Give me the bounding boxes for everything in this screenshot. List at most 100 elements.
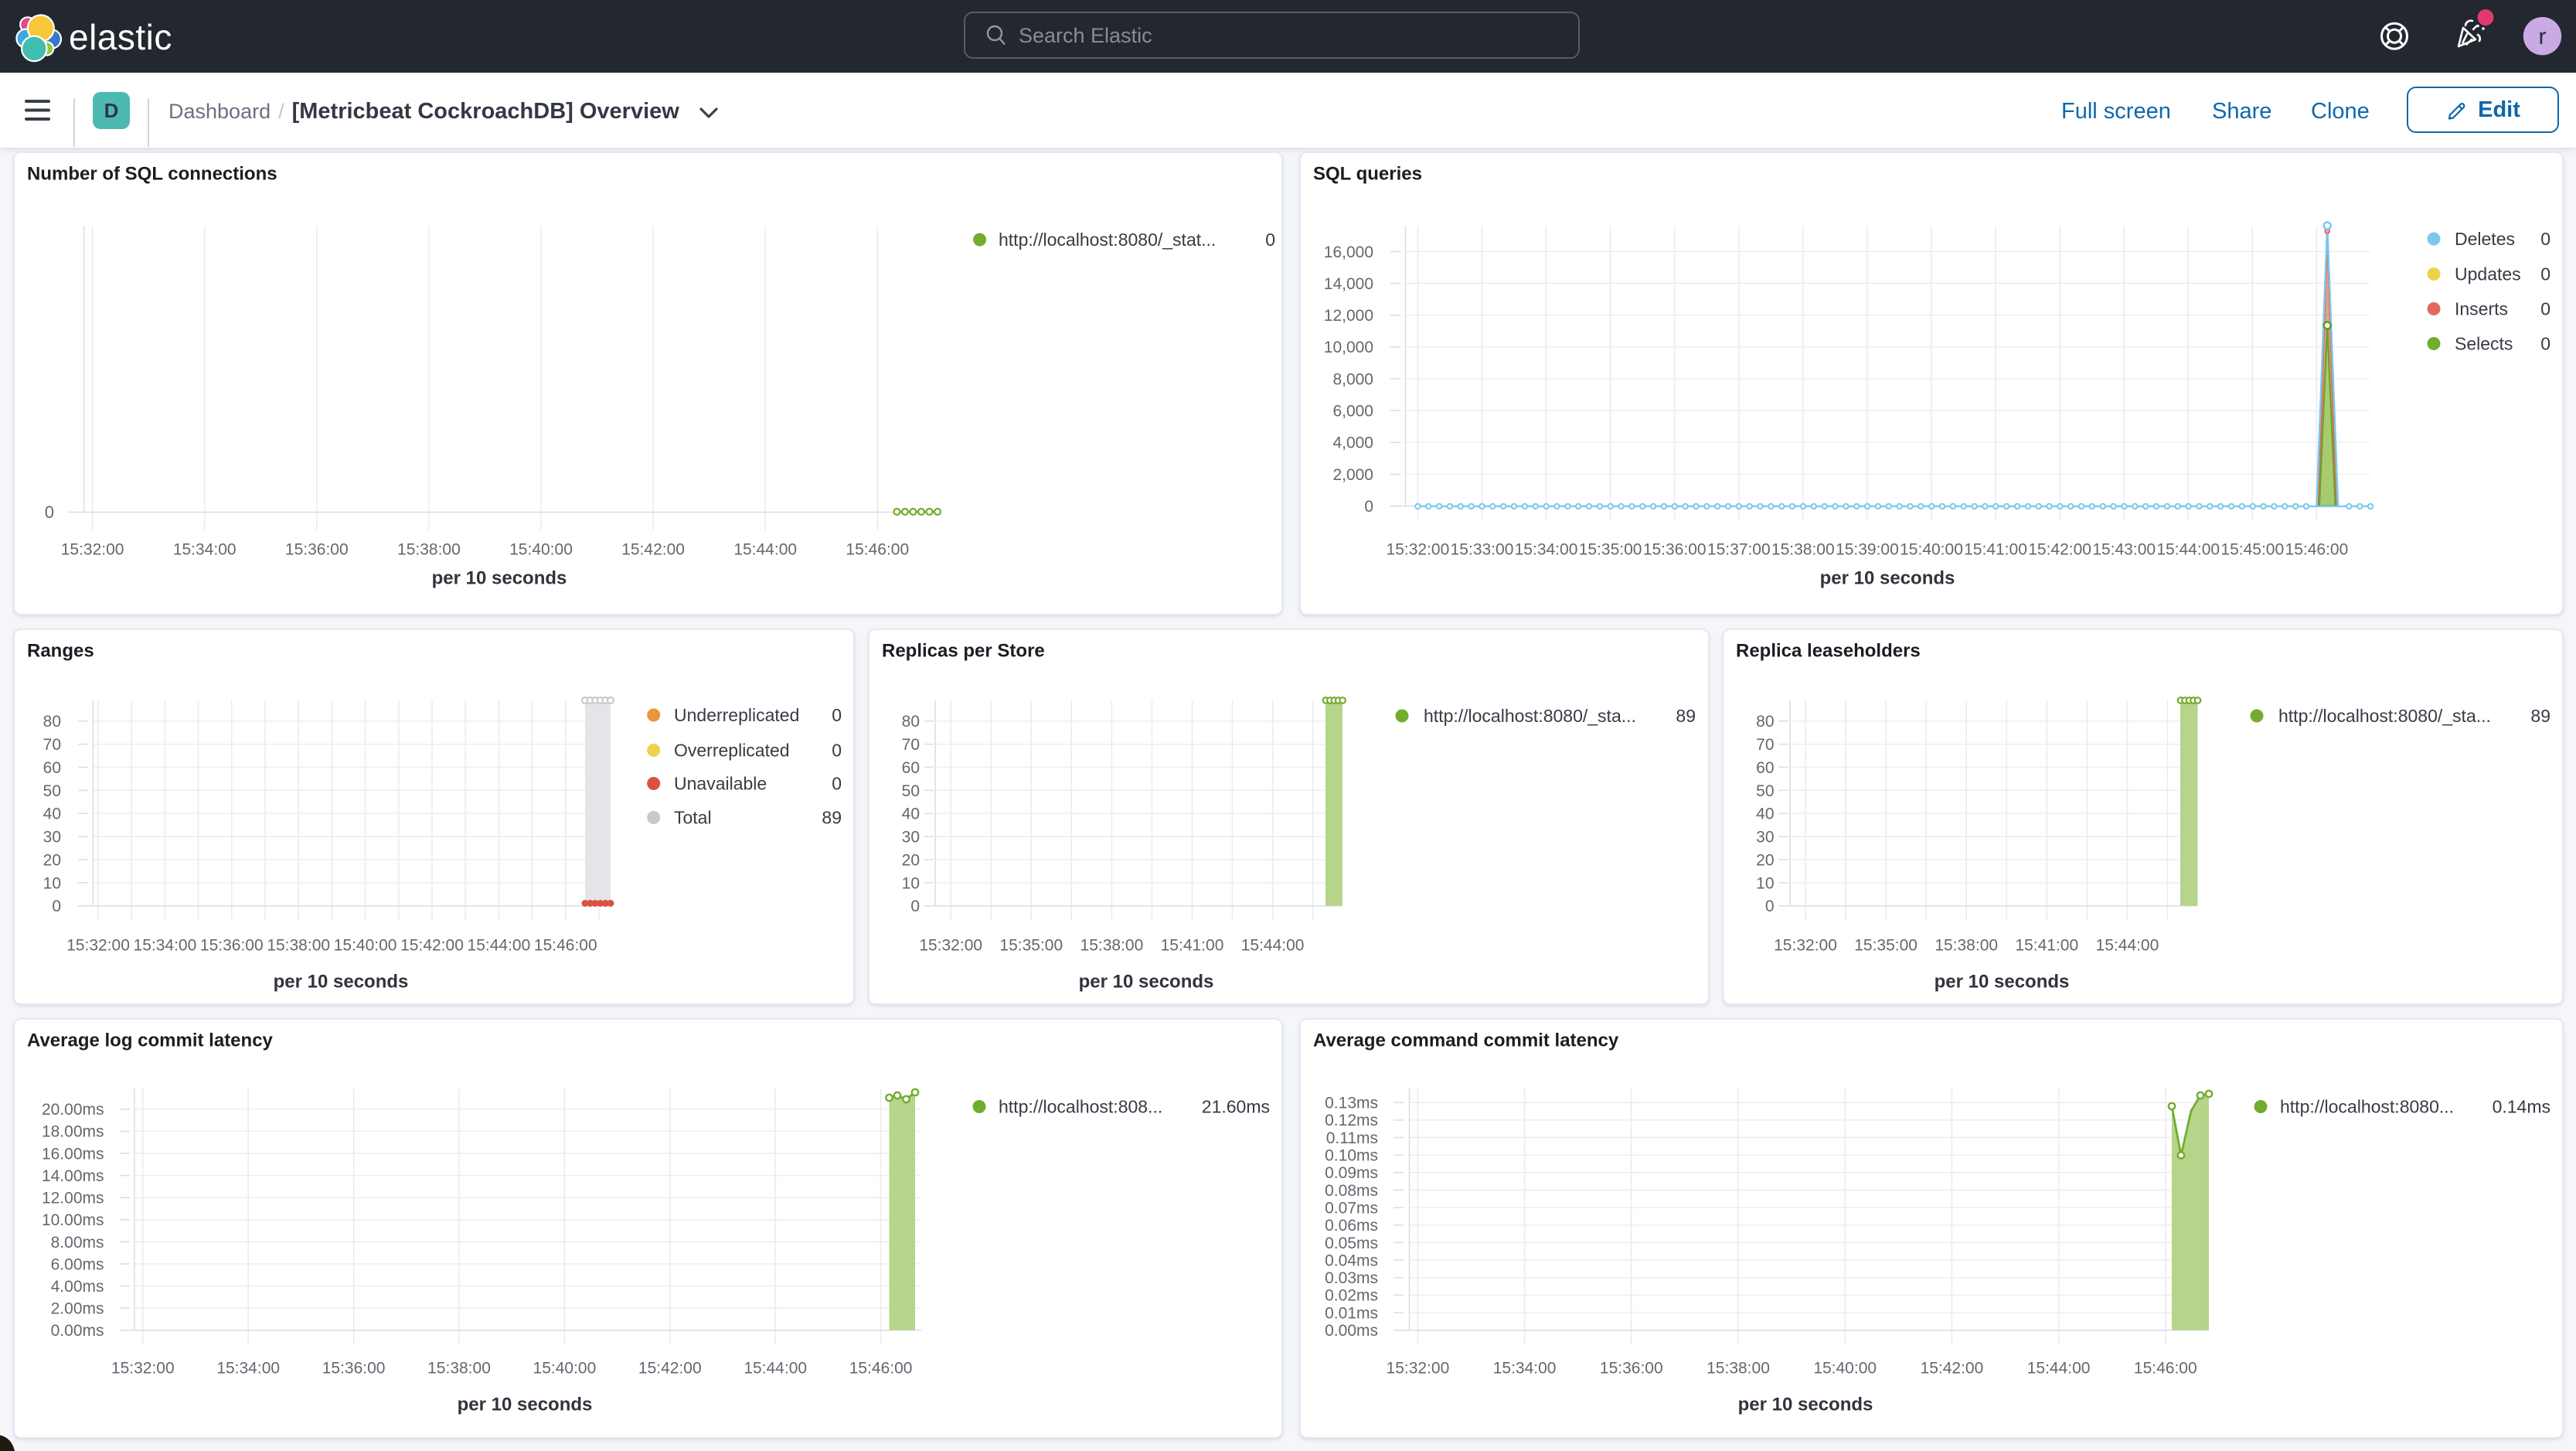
svg-text:0.11ms: 0.11ms	[1326, 1129, 1378, 1147]
svg-text:0: 0	[1765, 898, 1775, 915]
svg-text:per 10 seconds: per 10 seconds	[458, 1394, 593, 1415]
svg-text:15:36:00: 15:36:00	[1600, 1359, 1663, 1377]
svg-text:http://localhost:8080/_sta...: http://localhost:8080/_sta...	[2278, 706, 2491, 726]
svg-text:10: 10	[43, 874, 61, 892]
svg-text:4.00ms: 4.00ms	[51, 1278, 104, 1296]
svg-text:15:40:00: 15:40:00	[509, 540, 573, 558]
svg-text:15:42:00: 15:42:00	[638, 1359, 702, 1377]
svg-text:14.00ms: 14.00ms	[42, 1167, 104, 1185]
svg-text:10,000: 10,000	[1324, 339, 1373, 356]
svg-text:15:44:00: 15:44:00	[744, 1359, 807, 1377]
svg-text:15:42:00: 15:42:00	[2028, 540, 2091, 558]
svg-text:50: 50	[43, 782, 61, 800]
svg-text:15:45:00: 15:45:00	[2220, 540, 2284, 558]
svg-text:0.00ms: 0.00ms	[51, 1322, 104, 1340]
svg-text:SQL queries: SQL queries	[1313, 163, 1422, 184]
svg-text:12,000: 12,000	[1324, 307, 1373, 325]
svg-text:40: 40	[43, 806, 61, 823]
svg-text:Selects: Selects	[2455, 334, 2513, 354]
svg-text:15:39:00: 15:39:00	[1836, 540, 1899, 558]
svg-text:18.00ms: 18.00ms	[42, 1123, 104, 1141]
svg-text:0.05ms: 0.05ms	[1325, 1235, 1378, 1252]
svg-text:http://localhost:8080/_stat...: http://localhost:8080/_stat...	[999, 230, 1216, 250]
svg-text:15:38:00: 15:38:00	[397, 540, 461, 558]
svg-text:6.00ms: 6.00ms	[51, 1255, 104, 1273]
svg-text:Overreplicated: Overreplicated	[674, 741, 790, 761]
svg-text:21.60ms: 21.60ms	[1202, 1097, 1270, 1117]
svg-text:2.00ms: 2.00ms	[51, 1300, 104, 1318]
svg-text:http://localhost:8080/_sta...: http://localhost:8080/_sta...	[1424, 706, 1636, 726]
svg-text:15:35:00: 15:35:00	[1579, 540, 1642, 558]
svg-text:0.14ms: 0.14ms	[2493, 1097, 2550, 1117]
svg-text:0: 0	[1265, 230, 1275, 250]
svg-text:15:44:00: 15:44:00	[733, 540, 797, 558]
svg-text:15:40:00: 15:40:00	[334, 936, 397, 954]
svg-text:50: 50	[1756, 782, 1774, 800]
svg-text:30: 30	[902, 829, 920, 846]
svg-text:60: 60	[43, 759, 61, 777]
svg-text:15:46:00: 15:46:00	[2285, 540, 2349, 558]
svg-text:0.00ms: 0.00ms	[1325, 1322, 1378, 1340]
svg-text:70: 70	[1756, 736, 1774, 754]
svg-text:15:34:00: 15:34:00	[134, 936, 197, 954]
svg-text:60: 60	[902, 759, 920, 777]
svg-text:15:46:00: 15:46:00	[2134, 1359, 2197, 1377]
svg-text:15:38:00: 15:38:00	[267, 936, 330, 954]
svg-text:15:41:00: 15:41:00	[2015, 936, 2078, 954]
svg-text:0.09ms: 0.09ms	[1325, 1164, 1378, 1182]
svg-text:0.10ms: 0.10ms	[1325, 1147, 1378, 1165]
svg-text:80: 80	[902, 713, 920, 731]
svg-text:0.08ms: 0.08ms	[1325, 1182, 1378, 1200]
svg-text:15:32:00: 15:32:00	[1387, 1359, 1450, 1377]
svg-text:0: 0	[2540, 229, 2550, 249]
svg-text:15:32:00: 15:32:00	[1387, 540, 1450, 558]
svg-text:per 10 seconds: per 10 seconds	[1738, 1394, 1873, 1415]
svg-text:15:34:00: 15:34:00	[1515, 540, 1578, 558]
svg-text:8,000: 8,000	[1332, 370, 1373, 388]
svg-text:40: 40	[1756, 806, 1774, 823]
svg-text:80: 80	[1756, 713, 1774, 731]
svg-text:15:40:00: 15:40:00	[533, 1359, 597, 1377]
svg-text:15:36:00: 15:36:00	[285, 540, 349, 558]
svg-text:8.00ms: 8.00ms	[51, 1234, 104, 1252]
svg-text:Underreplicated: Underreplicated	[674, 705, 799, 725]
svg-text:0.12ms: 0.12ms	[1325, 1112, 1378, 1129]
svg-text:Deletes: Deletes	[2455, 229, 2515, 249]
svg-text:15:38:00: 15:38:00	[1771, 540, 1835, 558]
svg-text:15:35:00: 15:35:00	[999, 936, 1063, 954]
svg-text:0: 0	[910, 898, 920, 915]
svg-text:12.00ms: 12.00ms	[42, 1190, 104, 1207]
svg-text:15:46:00: 15:46:00	[534, 936, 597, 954]
svg-text:0.02ms: 0.02ms	[1325, 1287, 1378, 1305]
svg-text:15:38:00: 15:38:00	[1707, 1359, 1770, 1377]
svg-text:15:40:00: 15:40:00	[1900, 540, 1963, 558]
svg-text:20: 20	[902, 851, 920, 869]
svg-text:15:42:00: 15:42:00	[621, 540, 685, 558]
svg-text:per 10 seconds: per 10 seconds	[1935, 971, 2070, 992]
svg-text:Replicas per Store: Replicas per Store	[882, 640, 1045, 661]
svg-text:15:37:00: 15:37:00	[1707, 540, 1771, 558]
svg-text:15:38:00: 15:38:00	[1935, 936, 1998, 954]
svg-text:15:32:00: 15:32:00	[111, 1359, 175, 1377]
svg-text:15:34:00: 15:34:00	[173, 540, 237, 558]
svg-text:15:38:00: 15:38:00	[427, 1359, 491, 1377]
svg-text:70: 70	[43, 736, 61, 754]
svg-text:Updates: Updates	[2455, 264, 2521, 284]
svg-text:15:34:00: 15:34:00	[1493, 1359, 1557, 1377]
svg-text:15:44:00: 15:44:00	[2096, 936, 2159, 954]
svg-text:15:44:00: 15:44:00	[468, 936, 531, 954]
svg-text:15:32:00: 15:32:00	[61, 540, 124, 558]
svg-text:15:42:00: 15:42:00	[400, 936, 464, 954]
svg-text:15:36:00: 15:36:00	[322, 1359, 386, 1377]
svg-text:http://localhost:8080...: http://localhost:8080...	[2280, 1097, 2454, 1117]
svg-text:15:32:00: 15:32:00	[1774, 936, 1837, 954]
svg-text:Average command commit latency: Average command commit latency	[1313, 1030, 1619, 1051]
svg-text:2,000: 2,000	[1332, 466, 1373, 484]
svg-text:Total: Total	[674, 808, 712, 828]
svg-text:15:32:00: 15:32:00	[66, 936, 130, 954]
svg-text:Inserts: Inserts	[2455, 299, 2508, 319]
svg-text:per 10 seconds: per 10 seconds	[1079, 971, 1214, 992]
svg-text:40: 40	[902, 806, 920, 823]
svg-text:per 10 seconds: per 10 seconds	[432, 567, 567, 588]
svg-text:0.04ms: 0.04ms	[1325, 1252, 1378, 1269]
